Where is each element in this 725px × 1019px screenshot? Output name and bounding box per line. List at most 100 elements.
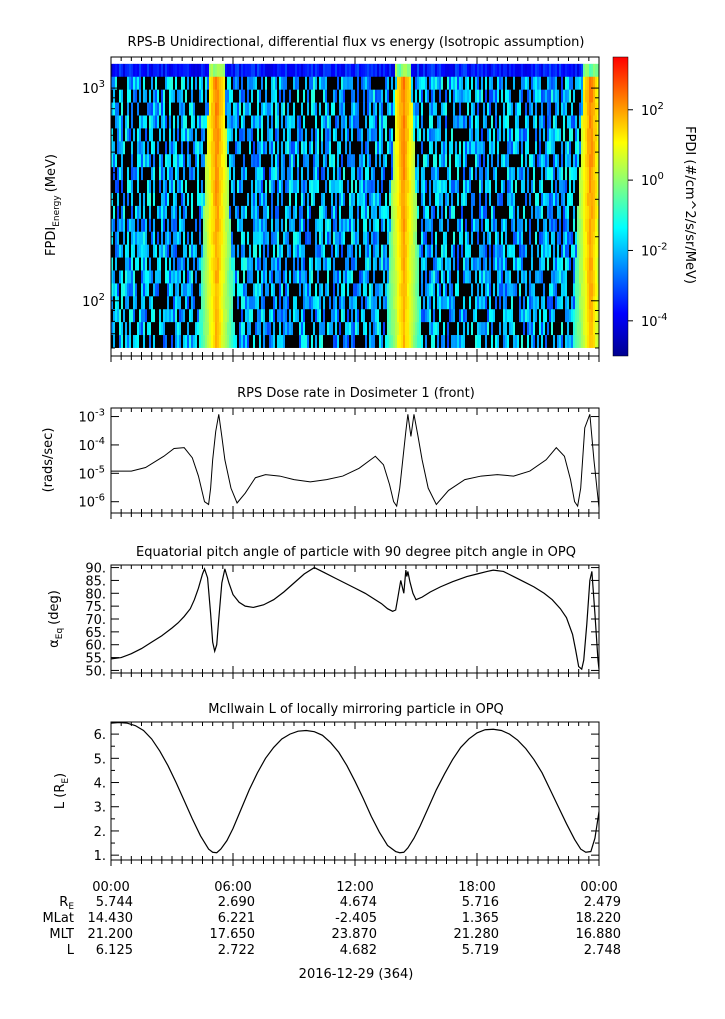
spectrogram-cell: [349, 231, 352, 245]
spectrogram-cell: [425, 102, 428, 116]
spectrogram-cell: [471, 89, 474, 103]
spectrogram-cell: [355, 63, 358, 78]
spectrogram-cell: [523, 115, 526, 129]
spectrogram-cell: [457, 283, 460, 297]
spectrogram-cell: [305, 63, 308, 78]
spectrogram-cell: [359, 180, 362, 194]
spectrogram-cell: [279, 309, 282, 323]
spectrogram-cell: [135, 141, 138, 155]
spectrogram-cell: [257, 205, 260, 220]
spectrogram-cell: [187, 128, 190, 142]
spectrogram-cell: [299, 154, 302, 168]
spectrogram-cell: [141, 257, 144, 271]
spectrogram-cell: [177, 231, 180, 245]
spectrogram-cell: [181, 283, 184, 297]
spectrogram-cell: [513, 296, 516, 310]
spectrogram-cell: [539, 128, 542, 142]
spectrogram-cell: [271, 309, 274, 323]
spectrogram-cell: [287, 89, 290, 103]
spectrogram-cell: [345, 244, 348, 258]
spectrogram-cell: [427, 180, 430, 194]
spectrogram-cell: [535, 192, 538, 207]
spectrogram-cell: [411, 141, 414, 155]
spectrogram-cell: [425, 128, 428, 142]
spectrogram-cell: [283, 244, 286, 258]
spectrogram-cell: [379, 128, 382, 142]
spectrogram-cell: [165, 154, 168, 168]
spectrogram-cell: [271, 322, 274, 336]
spectrogram-cell: [193, 244, 196, 258]
spectrogram-cell: [243, 192, 246, 207]
spectrogram-cell: [219, 218, 222, 233]
spectrogram-cell: [183, 309, 186, 323]
spectrogram-cell: [401, 322, 404, 336]
spectrogram-cell: [409, 154, 412, 168]
spectrogram-cell: [291, 218, 294, 233]
spectrogram-cell: [435, 192, 438, 207]
spectrogram-cell: [171, 154, 174, 168]
spectrogram-cell: [207, 89, 210, 103]
spectrogram-cell: [491, 270, 494, 284]
spectrogram-cell: [257, 76, 260, 90]
spectrogram-cell: [543, 296, 546, 310]
spectrogram-cell: [535, 115, 538, 129]
spectrogram-cell: [179, 283, 182, 297]
spectrogram-cell: [395, 115, 398, 129]
spectrogram-cell: [209, 76, 212, 90]
spectrogram-cell: [403, 270, 406, 284]
spectrogram-cell: [159, 102, 162, 116]
spectrogram-cell: [405, 309, 408, 323]
spectrogram-cell: [173, 231, 176, 245]
spectrogram-cell: [339, 154, 342, 168]
spectrogram-cell: [333, 283, 336, 297]
spectrogram-cell: [197, 63, 200, 78]
spectrogram-cell: [217, 63, 220, 78]
spectrogram-cell: [197, 205, 200, 220]
spectrogram-cell: [221, 296, 224, 310]
spectrogram-cell: [367, 141, 370, 155]
spectrogram-cell: [515, 257, 518, 271]
spectrogram-cell: [501, 63, 504, 78]
spectrogram-cell: [301, 128, 304, 142]
spectrogram-cell: [421, 180, 424, 194]
spectrogram-cell: [111, 115, 114, 129]
spectrogram-cell: [417, 63, 420, 78]
spectrogram-cell: [323, 115, 326, 129]
spectrogram-cell: [193, 89, 196, 103]
spectrogram-cell: [171, 218, 174, 233]
spectrogram-cell: [471, 167, 474, 181]
spectrogram-cell: [537, 244, 540, 258]
spectrogram-cell: [415, 180, 418, 194]
spectrogram-cell: [543, 270, 546, 284]
spectrogram-cell: [429, 141, 432, 155]
spectrogram-cell: [305, 115, 308, 129]
spectrogram-cell: [435, 257, 438, 271]
spectrogram-cell: [553, 270, 556, 284]
spectrogram-cell: [267, 76, 270, 90]
spectrogram-cell: [175, 296, 178, 310]
spectrogram-cell: [485, 154, 488, 168]
spectrogram-cell: [523, 309, 526, 323]
spectrogram-cell: [233, 167, 236, 181]
spectrogram-cell: [371, 244, 374, 258]
spectrogram-cell: [147, 141, 150, 155]
spectrogram-cell: [487, 128, 490, 142]
spectrogram-cell: [211, 63, 214, 78]
spectrogram-cell: [179, 154, 182, 168]
spectrogram-cell: [189, 115, 192, 129]
spectrogram-cell: [449, 218, 452, 233]
spectrogram-cell: [265, 89, 268, 103]
spectrogram-cell: [437, 309, 440, 323]
spectrogram-cell: [253, 76, 256, 90]
spectrogram-cell: [299, 102, 302, 116]
spectrogram-cell: [357, 218, 360, 233]
spectrogram-cell: [453, 283, 456, 297]
spectrogram-cell: [417, 76, 420, 90]
spectrogram-cell: [485, 180, 488, 194]
spectrogram-cell: [281, 154, 284, 168]
spectrogram-cell: [447, 167, 450, 181]
spectrogram-cell: [547, 322, 550, 336]
spectrogram-cell: [377, 180, 380, 194]
spectrogram-cell: [131, 167, 134, 181]
spectrogram-cell: [513, 102, 516, 116]
